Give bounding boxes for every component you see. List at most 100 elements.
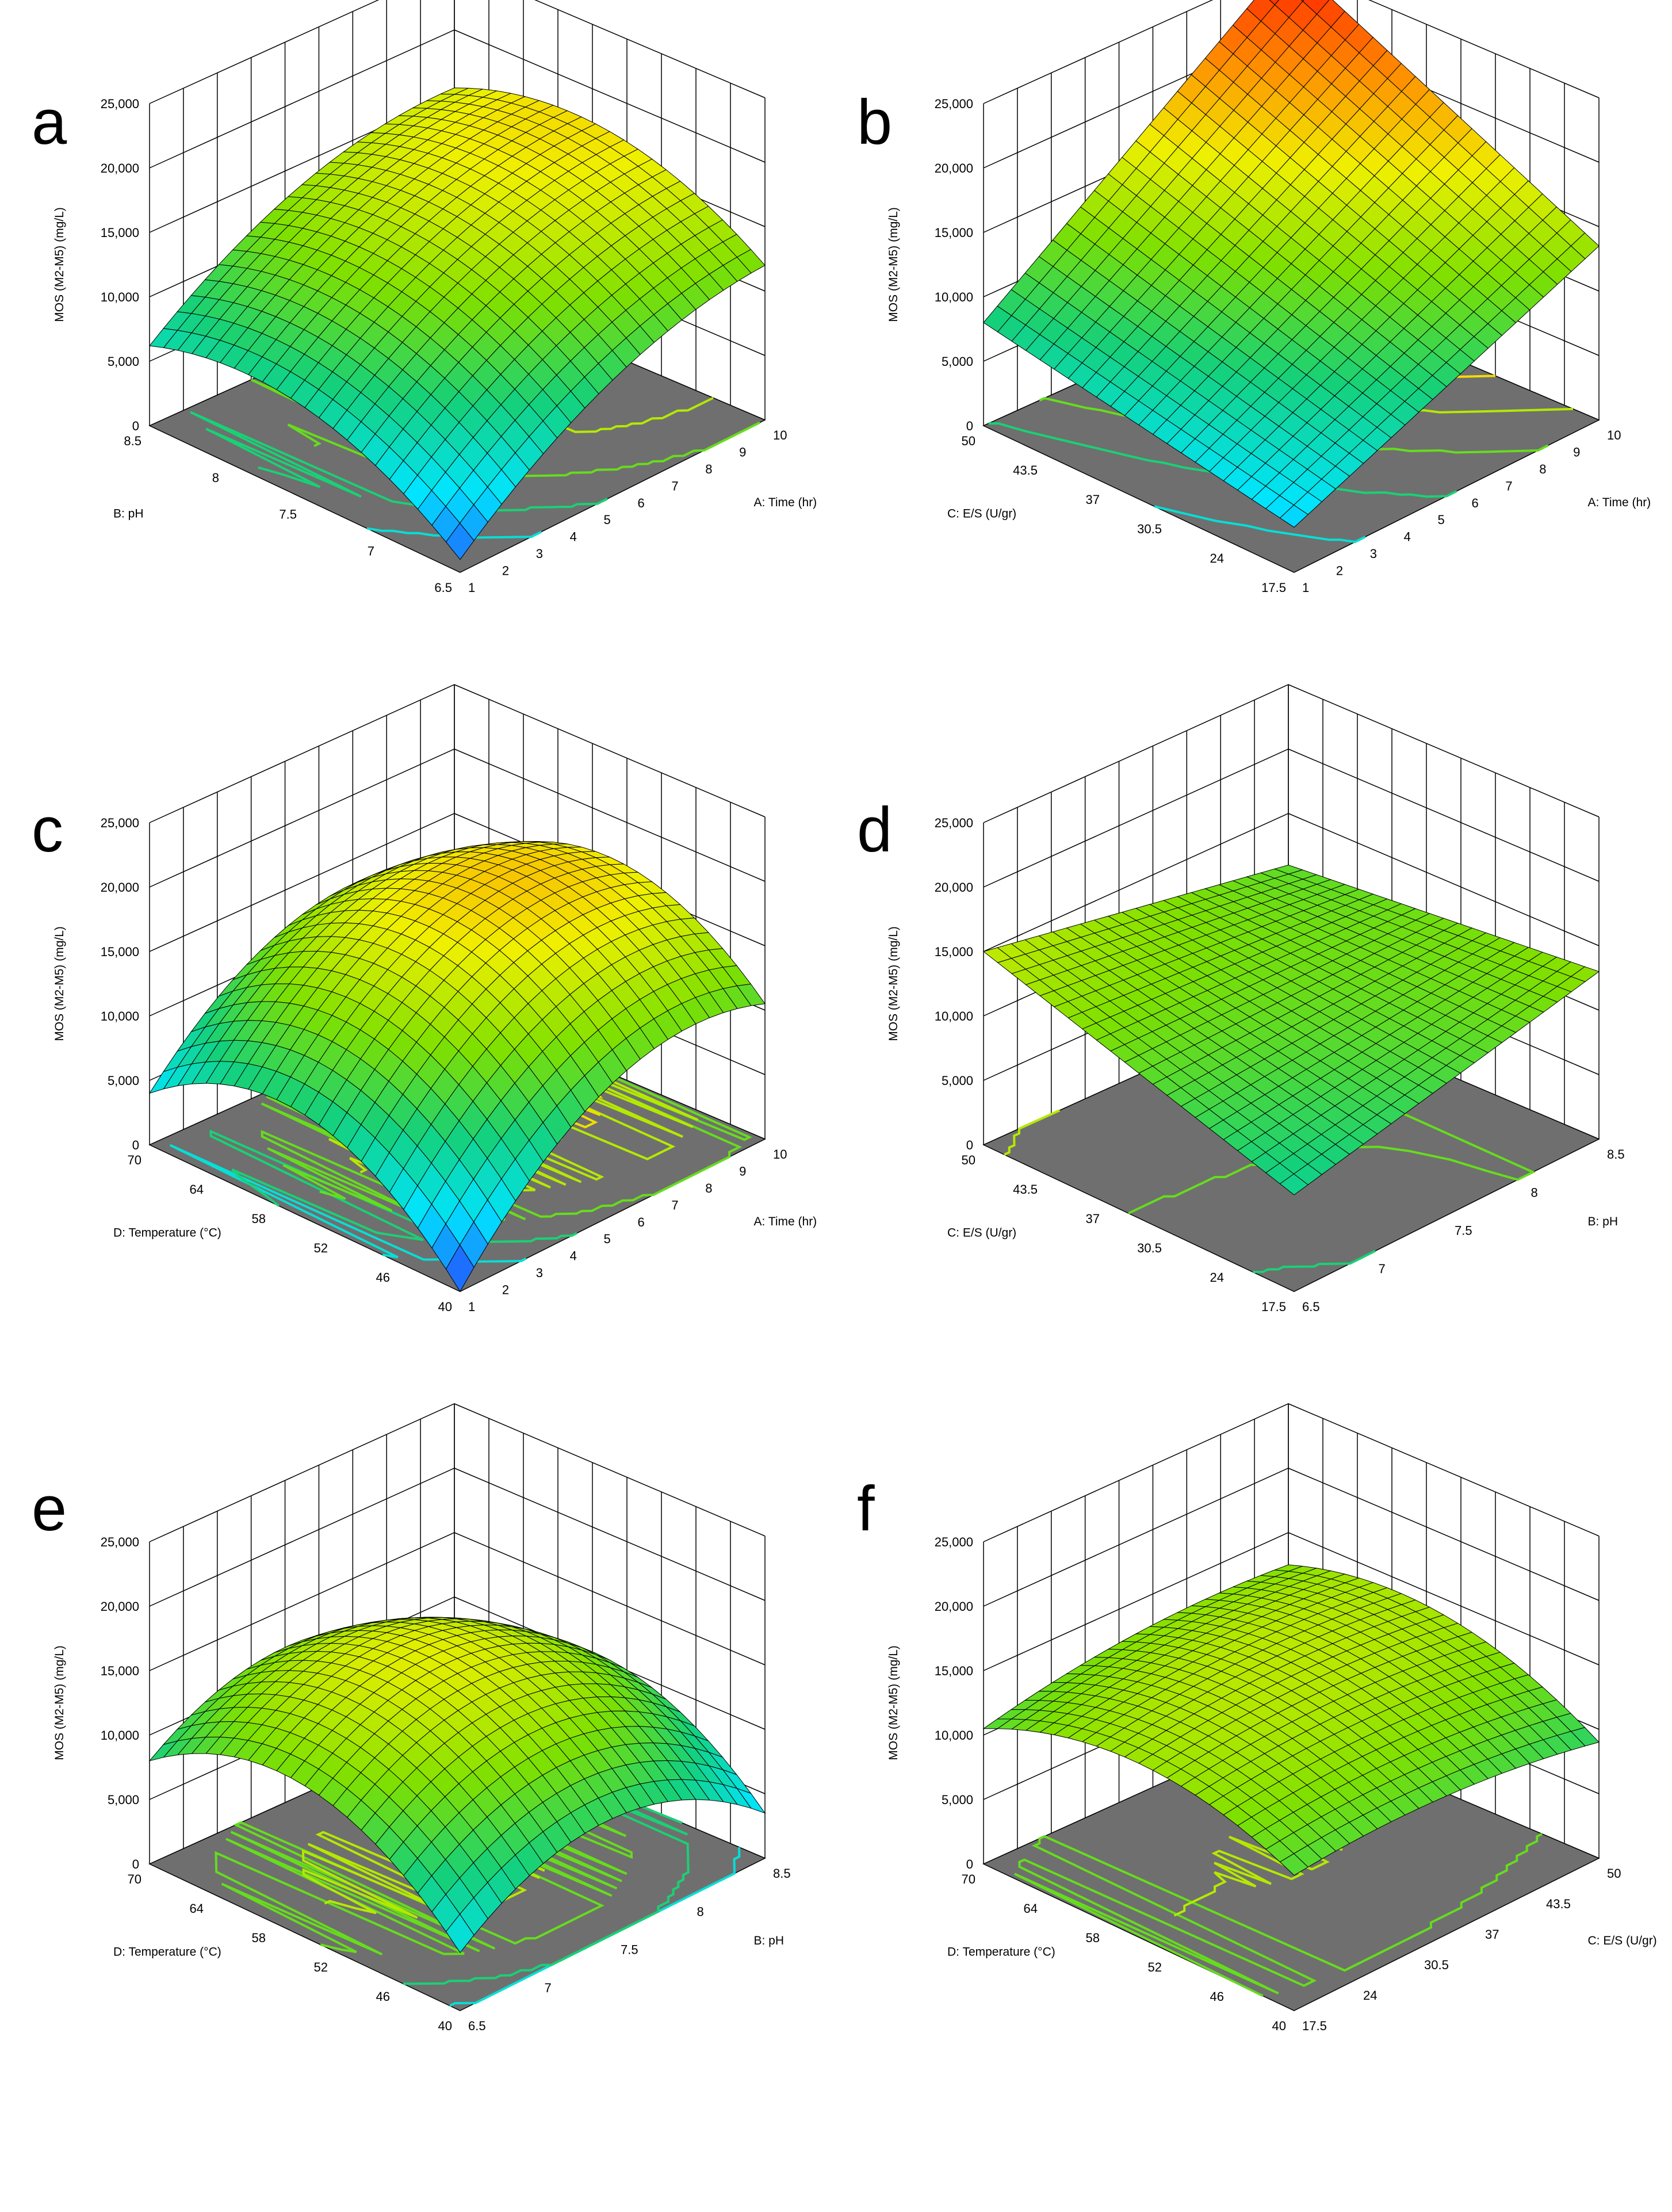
z-tick-label: 10,000 [101,290,139,304]
x-tick-label: 8 [705,462,712,476]
x-tick-label: 8 [705,1181,712,1195]
surface-cell [1269,0,1280,6]
gridline-z [983,684,1600,823]
surface-cell [445,1913,475,1954]
x-tick-label: 6 [637,496,644,510]
y-tick-label: 40 [438,2019,452,2033]
z-tick-label: 5,000 [942,1793,973,1807]
z-axis-title: MOS (M2-M5) (mg/L) [53,926,66,1041]
y-tick-label: 64 [190,1182,204,1197]
x-tick-label: 1 [468,580,475,595]
y-tick-label: 50 [962,1153,975,1167]
z-tick-label: 0 [966,419,973,433]
x-tick-label: 3 [536,1266,543,1280]
x-tick-label: 9 [739,1164,746,1178]
panel-a-surface [149,87,766,560]
y-tick-label: 24 [1210,551,1224,566]
panel-b-surface [983,0,1600,528]
z-tick-label: 10,000 [935,1728,973,1743]
y-axis-title: B: pH [113,507,144,521]
x-tick-label: 6.5 [1302,1300,1320,1314]
x-tick-label: 8 [1539,462,1546,476]
y-tick-label: 50 [962,434,975,448]
y-tick-label: 52 [314,1241,328,1255]
z-tick-label: 20,000 [101,880,139,895]
y-tick-label: 8.5 [124,434,141,448]
z-tick-label: 20,000 [935,1599,973,1614]
x-tick-label: 7 [1379,1262,1386,1276]
x-tick-label: 7.5 [621,1943,638,1957]
z-tick-label: 15,000 [101,945,139,959]
x-tick-label: 9 [1573,445,1580,459]
x-tick-label: 6 [637,1215,644,1229]
y-tick-label: 30.5 [1137,1241,1162,1255]
panel-e: 0 5,000 10,000 15,000 20,000 25,000 6.5 7 7.5 8 8.… [32,1403,791,2033]
z-tick-label: 25,000 [101,1535,139,1549]
x-tick-label: 8 [1531,1185,1538,1199]
x-tick-label: 5 [1438,513,1445,527]
surface-cell [1279,1173,1308,1195]
x-tick-label: 5 [604,513,611,527]
y-axis-title: D: Temperature (°C) [947,1946,1055,1959]
y-tick-label: 30.5 [1137,522,1162,536]
z-tick-label: 15,000 [935,945,973,959]
y-tick-label: 70 [128,1153,141,1167]
contour-line [1252,1250,1376,1273]
panel-f-surface [982,1564,1600,1876]
z-tick-label: 20,000 [101,1599,139,1614]
x-axis-title: C: E/S (U/gr) [1588,1934,1657,1947]
z-tick-label: 20,000 [935,161,973,175]
x-tick-label: 7 [1505,479,1512,493]
x-tick-label: 7 [671,479,678,493]
z-tick-label: 25,000 [935,1535,973,1549]
panel-letter: b [857,87,892,158]
y-tick-label: 17.5 [1261,1300,1286,1314]
x-axis-title: A: Time (hr) [754,1215,817,1228]
panel-d: 0 5,000 10,000 15,000 20,000 25,000 6.5 7 7.5 8 8.… [857,684,1625,1314]
z-axis-title: MOS (M2-M5) (mg/L) [53,207,66,322]
x-tick-label: 37 [1485,1927,1499,1942]
z-tick-label: 5,000 [942,1073,973,1088]
x-tick-label: 7.5 [1455,1224,1472,1238]
y-tick-label: 64 [190,1901,204,1916]
y-tick-label: 24 [1210,1270,1224,1285]
z-axis-title: MOS (M2-M5) (mg/L) [887,926,900,1041]
x-tick-label: 10 [773,428,787,442]
z-tick-label: 5,000 [108,354,139,369]
z-tick-label: 10,000 [935,1009,973,1023]
y-tick-label: 17.5 [1261,580,1286,595]
y-tick-label: 43.5 [1013,1182,1038,1197]
x-tick-label: 7 [545,1981,552,1995]
z-tick-label: 0 [132,1138,139,1152]
z-tick-label: 15,000 [101,226,139,240]
z-tick-label: 15,000 [935,1664,973,1678]
x-tick-label: 24 [1363,1988,1377,2003]
z-axis-title: MOS (M2-M5) (mg/L) [887,1645,900,1760]
z-tick-label: 0 [132,1857,139,1871]
z-tick-label: 25,000 [101,97,139,111]
panel-c-surface [148,841,766,1292]
x-tick-label: 7 [671,1198,678,1212]
y-tick-label: 46 [1210,1989,1224,2004]
x-axis-title: A: Time (hr) [1588,496,1651,509]
z-tick-label: 20,000 [101,161,139,175]
x-tick-label: 8.5 [773,1866,791,1881]
z-axis-title: MOS (M2-M5) (mg/L) [887,207,900,322]
y-axis-title: D: Temperature (°C) [113,1946,221,1959]
x-tick-label: 2 [502,564,509,578]
panel-e-surface [148,1617,766,1954]
y-tick-label: 7.5 [279,507,297,522]
panel-d-surface [982,865,1600,1195]
x-tick-label: 3 [536,547,543,561]
panel-c: 0 5,000 10,000 15,000 20,000 25,000 1 2 3 4 5 6 7 8 9 1… [32,684,817,1314]
y-tick-label: 40 [1272,2019,1286,2033]
contour-line [449,1847,741,2007]
surface-cell [1279,505,1308,528]
surface-cell [445,1244,475,1292]
x-tick-label: 4 [570,530,577,544]
y-tick-label: 52 [314,1960,328,1974]
y-axis-title: C: E/S (U/gr) [947,1227,1016,1240]
panel-letter: f [857,1473,875,1544]
contour-line [250,379,761,478]
